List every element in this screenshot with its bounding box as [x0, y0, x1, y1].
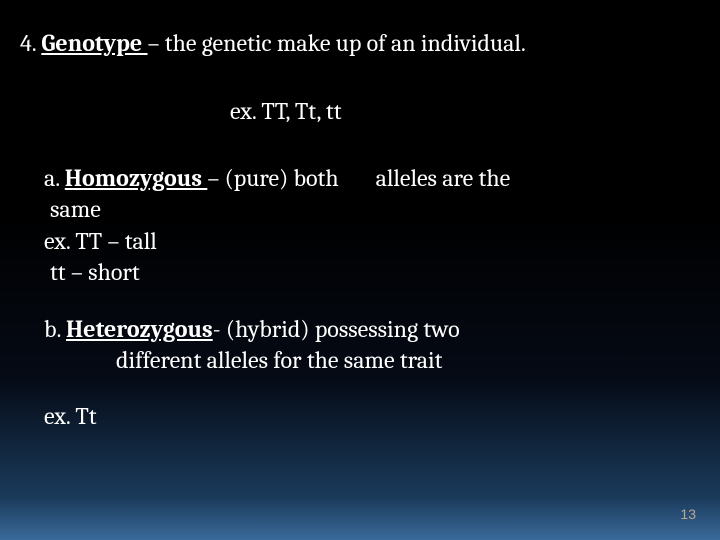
term-genotype: Genotype	[41, 29, 147, 57]
item-number: 4.	[20, 29, 36, 57]
heterozygous-def1: - (hybrid) possessing two	[213, 315, 460, 343]
homozygous-def1: – (pure) both	[207, 164, 338, 192]
term-heterozygous: Heterozygous	[66, 315, 213, 343]
homozygous-ex1: ex. TT – tall	[44, 226, 700, 257]
sub-b-label: b.	[44, 315, 61, 343]
genotype-examples: ex. TT, Tt, tt	[230, 97, 700, 125]
homozygous-cont: same	[50, 194, 700, 225]
sub-a-label: a.	[44, 164, 60, 192]
genotype-def-text: – the genetic make up of an individual.	[148, 29, 526, 57]
heterozygous-cont: different alleles for the same trait	[116, 345, 700, 376]
homozygous-line1: a. Homozygous – (pure) both alleles are …	[44, 163, 700, 194]
homozygous-def2: alleles are the	[376, 164, 511, 192]
homozygous-block: a. Homozygous – (pure) both alleles are …	[44, 163, 700, 288]
page-number: 13	[680, 506, 696, 522]
genotype-definition: 4. Genotype – the genetic make up of an …	[20, 28, 700, 59]
term-homozygous: Homozygous	[65, 164, 208, 192]
heterozygous-block: b. Heterozygous- (hybrid) possessing two…	[44, 314, 700, 376]
heterozygous-example: ex. Tt	[44, 402, 700, 430]
homozygous-ex2: tt – short	[50, 257, 700, 288]
slide-container: 4. Genotype – the genetic make up of an …	[0, 0, 720, 540]
heterozygous-line1: b. Heterozygous- (hybrid) possessing two	[44, 314, 700, 345]
